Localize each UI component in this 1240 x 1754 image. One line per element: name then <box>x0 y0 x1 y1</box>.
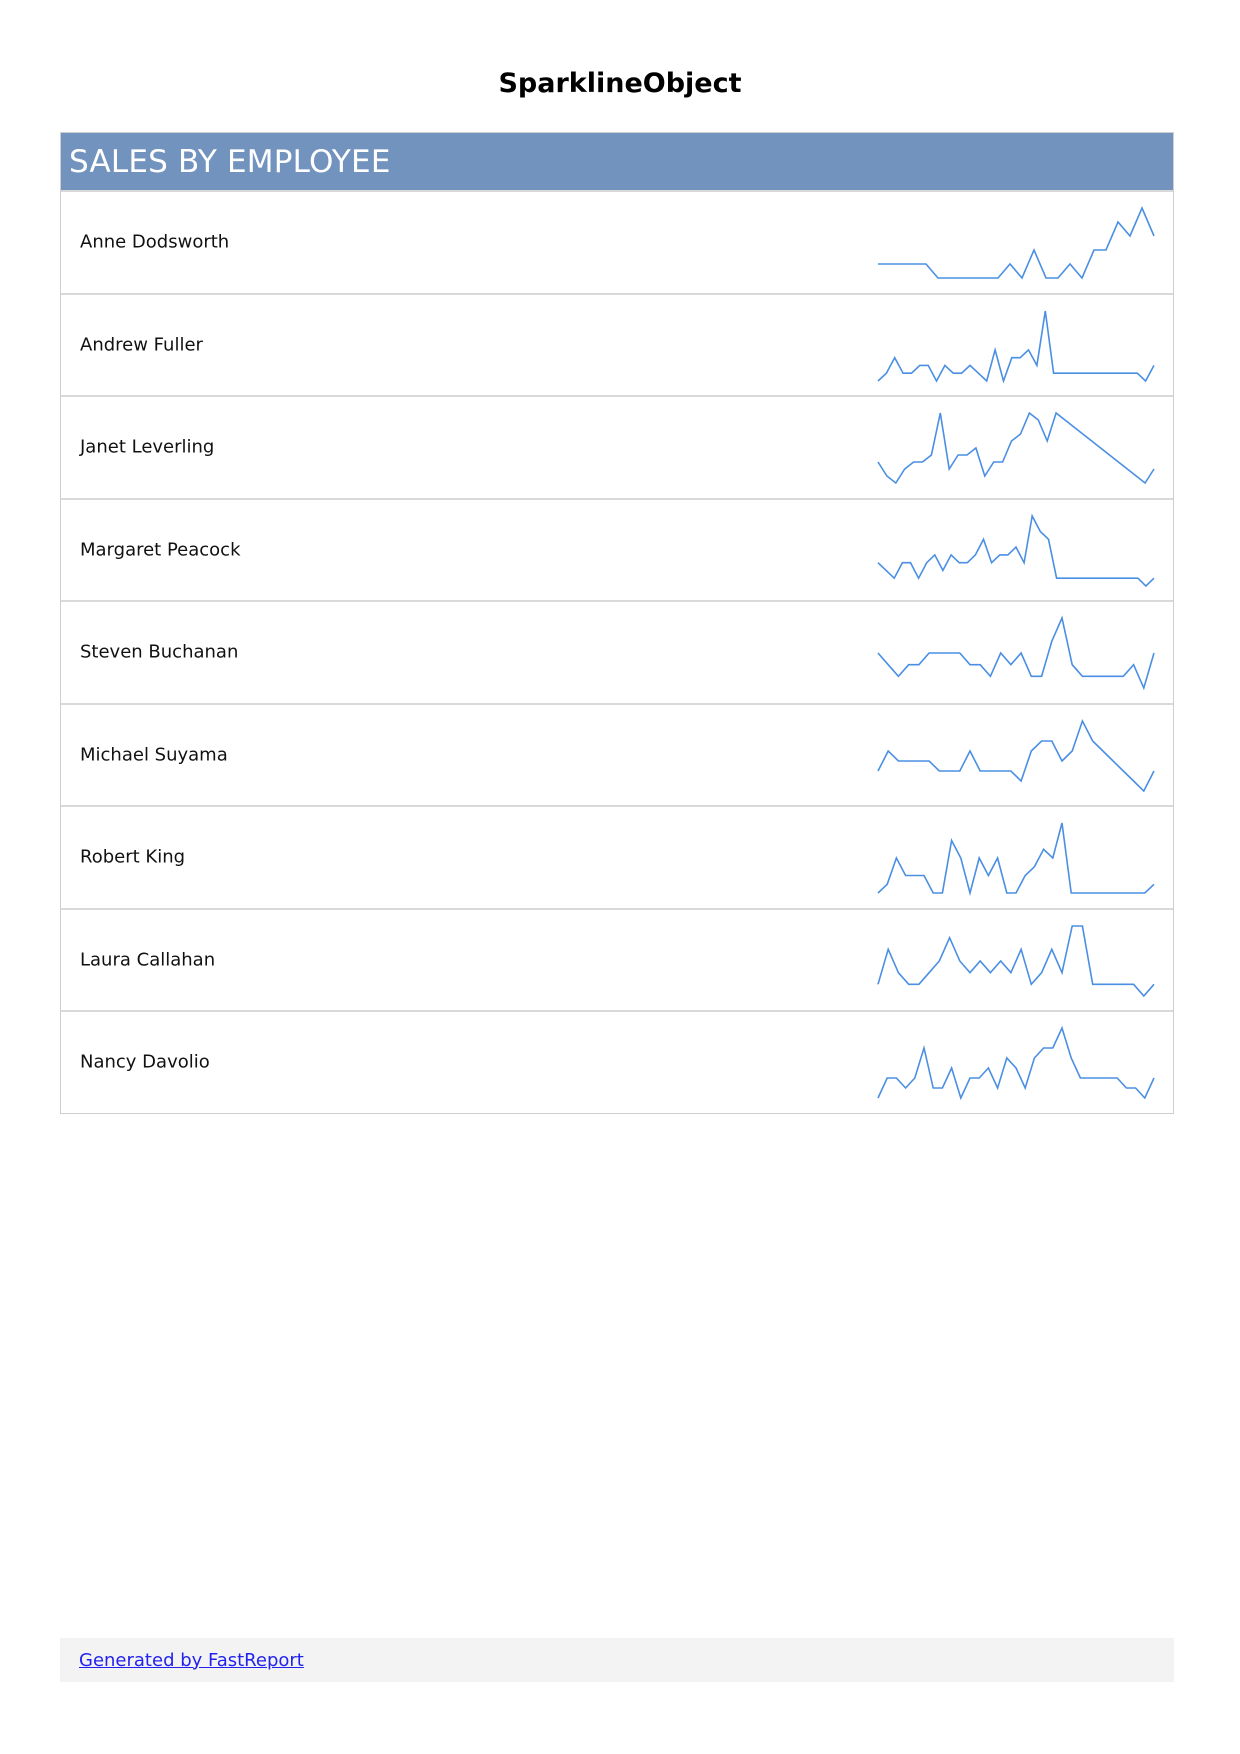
table-row: Nancy Davolio <box>61 1010 1173 1113</box>
footer: Generated by FastReport <box>60 1638 1174 1682</box>
sales-sparkline <box>877 411 1155 485</box>
employee-name: Laura Callahan <box>80 949 216 971</box>
table-row: Laura Callahan <box>61 907 1173 1011</box>
table-row: Michael Suyama <box>61 702 1173 806</box>
employee-name: Andrew Fuller <box>80 334 203 356</box>
employee-name: Janet Leverling <box>80 436 215 458</box>
employee-name: Margaret Peacock <box>80 539 241 561</box>
employee-name: Steven Buchanan <box>80 641 239 663</box>
sales-sparkline <box>877 615 1155 691</box>
employee-name: Anne Dodsworth <box>80 231 230 253</box>
table-row: Andrew Fuller <box>61 292 1173 396</box>
sales-sparkline <box>877 718 1155 792</box>
generated-by-link[interactable]: Generated by FastReport <box>79 1649 304 1671</box>
sparkline-series <box>877 615 1155 691</box>
table-row: Anne Dodsworth <box>61 190 1173 293</box>
sales-sparkline <box>877 924 1155 997</box>
sparkline-series <box>877 411 1155 485</box>
employee-sales-table: Anne Dodsworth Andrew Fuller Janet Leverli… <box>60 190 1174 1114</box>
employee-name: Nancy Davolio <box>80 1051 210 1073</box>
sales-sparkline <box>878 205 1155 280</box>
sales-sparkline <box>877 310 1155 384</box>
sales-sparkline <box>877 822 1155 897</box>
employee-name: Michael Suyama <box>80 744 228 766</box>
sales-sparkline <box>877 1025 1155 1101</box>
sparkline-series <box>877 718 1155 792</box>
section-header: SALES BY EMPLOYEE <box>60 132 1174 190</box>
table-row: Janet Leverling <box>61 395 1173 498</box>
report-title: SparklineObject <box>498 68 742 99</box>
table-row: Margaret Peacock <box>61 497 1173 601</box>
sparkline-series <box>878 205 1155 280</box>
sparkline-series <box>877 310 1155 384</box>
sparkline-series <box>877 924 1155 997</box>
sparkline-series <box>877 822 1155 897</box>
employee-name: Robert King <box>80 846 186 868</box>
section-header-title: SALES BY EMPLOYEE <box>69 143 391 180</box>
sales-sparkline <box>877 513 1155 587</box>
table-row: Robert King <box>61 805 1173 908</box>
sparkline-series <box>877 1025 1155 1101</box>
table-row: Steven Buchanan <box>61 600 1173 703</box>
sparkline-series <box>877 513 1155 587</box>
